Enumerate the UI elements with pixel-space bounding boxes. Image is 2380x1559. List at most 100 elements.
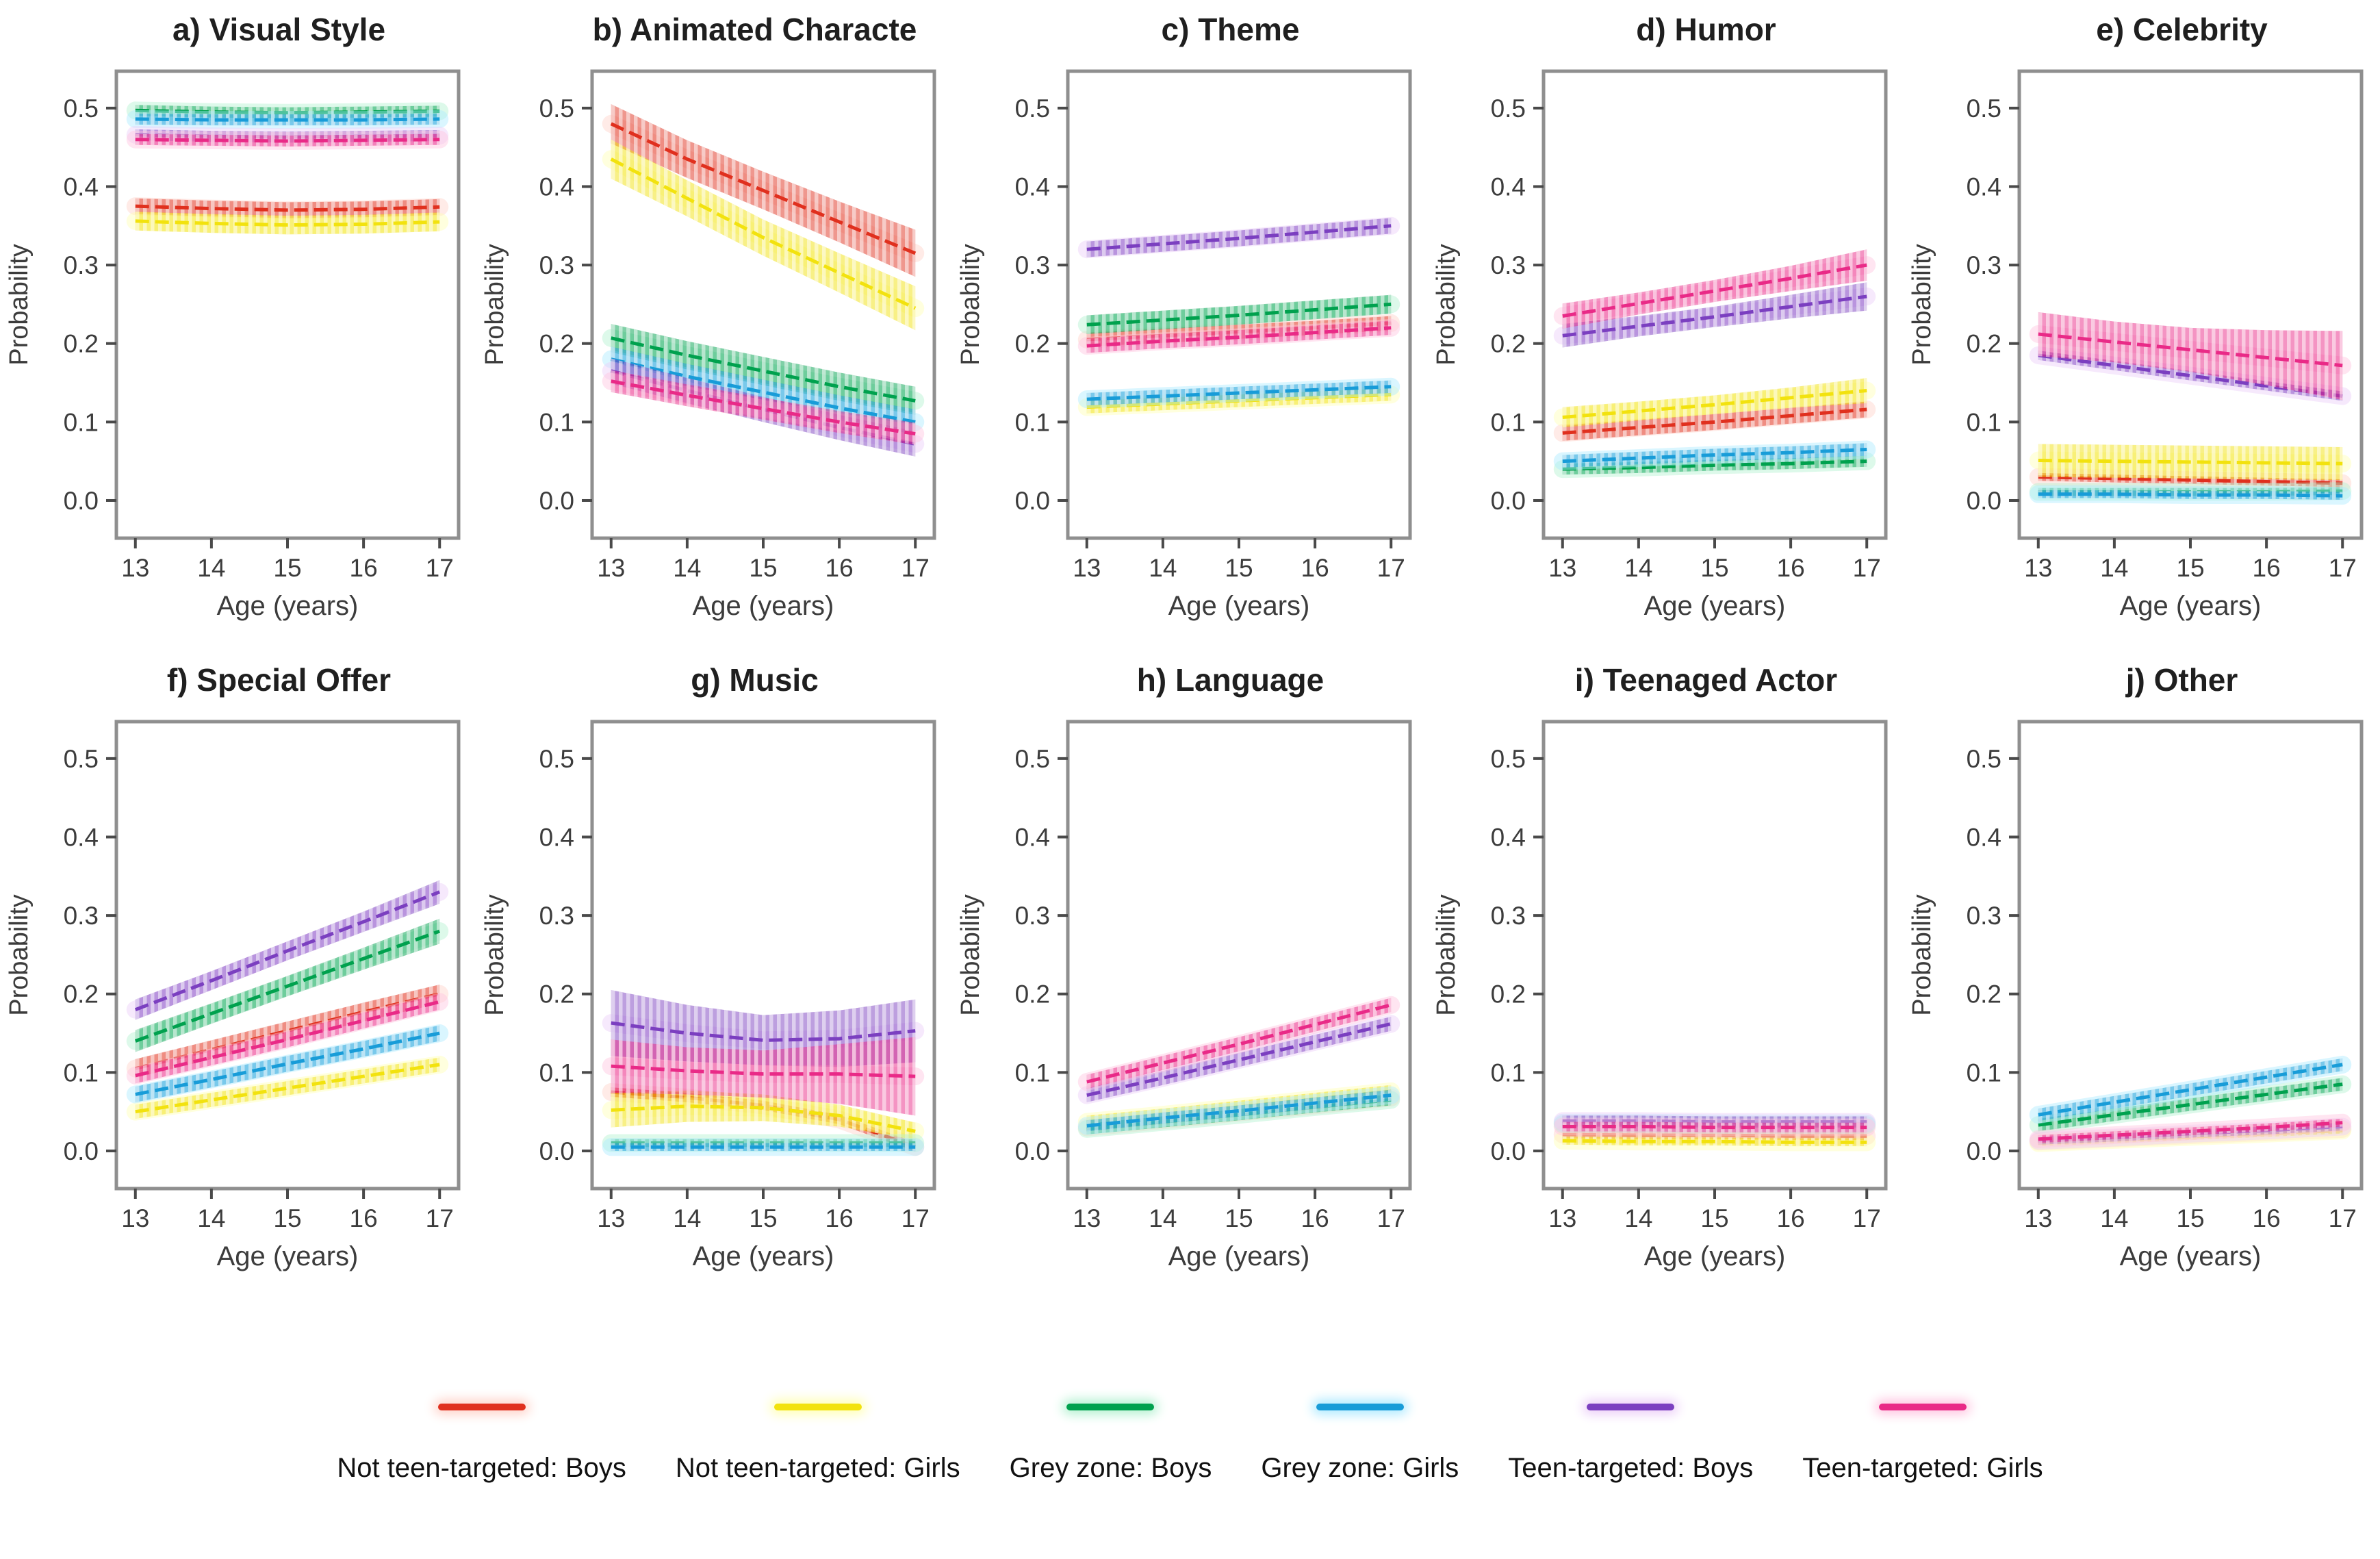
panel-plot: 0.0 0.1 0.2 0.3 0.4 0.5 13 14 15 16 17 Probability A… bbox=[1908, 720, 2364, 1271]
y-tick-label: 0.3 bbox=[539, 251, 574, 279]
series-layer bbox=[1553, 249, 1876, 479]
series-band-hatch-nt_girls bbox=[135, 1057, 440, 1119]
series-layer bbox=[2029, 312, 2352, 505]
x-tick-label: 16 bbox=[2253, 554, 2281, 582]
series-line-gz_boys bbox=[135, 108, 440, 115]
x-tick-label: 17 bbox=[901, 1204, 930, 1232]
y-tick-label: 0.5 bbox=[539, 94, 574, 123]
series-line-nt_girls bbox=[2038, 459, 2343, 466]
y-axis-label: Probability bbox=[956, 244, 985, 365]
x-tick-label: 17 bbox=[426, 1204, 454, 1232]
series-line-gz_girls bbox=[611, 357, 916, 424]
series-line-tt_girls bbox=[2038, 1121, 2343, 1141]
series-line-tt_girls bbox=[611, 379, 916, 436]
y-axis-label: Probability bbox=[1908, 244, 1936, 365]
x-tick-label: 14 bbox=[1149, 554, 1177, 582]
series-layer bbox=[126, 880, 449, 1121]
x-tick-label: 14 bbox=[1624, 554, 1652, 582]
series-line-gz_girls bbox=[135, 1031, 440, 1096]
y-tick-label: 0.1 bbox=[1491, 1059, 1526, 1087]
series-band-hatch-nt_girls bbox=[611, 1090, 916, 1140]
y-tick-label: 0.1 bbox=[1967, 408, 2001, 436]
y-tick-label: 0.0 bbox=[64, 1137, 99, 1165]
legend-item-tt_girls: Teen-targeted: Girls bbox=[1802, 1404, 2043, 1484]
y-axis-label: Probability bbox=[5, 894, 34, 1015]
y-tick-label: 0.5 bbox=[1015, 745, 1050, 773]
series-band-hatch-tt_girls bbox=[135, 993, 440, 1084]
y-tick-label: 0.4 bbox=[64, 173, 99, 201]
y-tick-label: 0.0 bbox=[1015, 487, 1050, 515]
y-tick-label: 0.4 bbox=[1491, 823, 1526, 851]
series-band-hatch-tt_boys bbox=[2038, 351, 2343, 401]
x-tick-label: 15 bbox=[1700, 1204, 1728, 1232]
x-tick-label: 13 bbox=[121, 1204, 149, 1232]
x-axis-label: Age (years) bbox=[1644, 1241, 1786, 1271]
x-tick-label: 16 bbox=[1301, 1204, 1329, 1232]
y-tick-label: 0.4 bbox=[539, 823, 574, 851]
series-layer bbox=[602, 104, 925, 457]
x-tick-label: 16 bbox=[1777, 1204, 1805, 1232]
series-band-hatch-tt_girls bbox=[1086, 998, 1392, 1089]
x-tick-label: 15 bbox=[1225, 554, 1253, 582]
panel: d) Humor 0.0 0.1 0.2 0.3 0.4 0.5 13 14 15 16 17 Prob… bbox=[1427, 0, 1903, 650]
series-line-gz_boys bbox=[1562, 459, 1867, 471]
panel: b) Animated Characte 0.0 0.1 0.2 0.3 0.4 0.5 13… bbox=[476, 0, 951, 650]
y-tick-label: 0.2 bbox=[1015, 330, 1050, 358]
series-line-gz_boys bbox=[611, 336, 916, 403]
x-tick-label: 17 bbox=[1853, 554, 1881, 582]
legend-item-nt_girls: Not teen-targeted: Girls bbox=[676, 1404, 960, 1484]
x-tick-label: 14 bbox=[2100, 1204, 2128, 1232]
series-band-hatch-tt_girls bbox=[611, 370, 916, 445]
x-tick-label: 15 bbox=[2176, 1204, 2204, 1232]
y-tick-label: 0.4 bbox=[1015, 823, 1050, 851]
series-line-tt_boys bbox=[1562, 294, 1867, 338]
y-tick-label: 0.1 bbox=[539, 408, 574, 436]
y-tick-label: 0.0 bbox=[1491, 1137, 1526, 1165]
x-tick-label: 15 bbox=[273, 554, 301, 582]
x-tick-label: 13 bbox=[1073, 1204, 1101, 1232]
x-tick-label: 16 bbox=[350, 1204, 378, 1232]
series-band-hatch-tt_girls bbox=[1562, 249, 1867, 329]
panel-plot: 0.0 0.1 0.2 0.3 0.4 0.5 13 14 15 16 17 Probability A… bbox=[1432, 720, 1888, 1271]
x-tick-label: 17 bbox=[2329, 554, 2357, 582]
legend-item-gz_girls: Grey zone: Girls bbox=[1261, 1404, 1459, 1484]
panel-title: a) Visual Style bbox=[172, 12, 386, 47]
x-axis-label: Age (years) bbox=[693, 1241, 834, 1271]
y-tick-label: 0.1 bbox=[64, 408, 99, 436]
y-tick-label: 0.1 bbox=[64, 1059, 99, 1087]
x-tick-label: 16 bbox=[826, 1204, 854, 1232]
x-tick-label: 17 bbox=[1853, 1204, 1881, 1232]
y-tick-label: 0.5 bbox=[64, 94, 99, 123]
y-tick-label: 0.3 bbox=[1491, 251, 1526, 279]
series-band-hatch-nt_boys bbox=[135, 198, 440, 218]
series-line-nt_boys bbox=[135, 204, 440, 212]
x-tick-label: 14 bbox=[1149, 1204, 1177, 1232]
x-tick-label: 17 bbox=[2329, 1204, 2357, 1232]
series-band-hatch-tt_girls bbox=[2038, 312, 2343, 401]
series-band-hatch-gz_girls bbox=[2038, 1058, 2343, 1121]
y-tick-label: 0.1 bbox=[1015, 1059, 1050, 1087]
legend-item-nt_boys: Not teen-targeted: Boys bbox=[337, 1404, 626, 1484]
series-line-nt_girls bbox=[1562, 1139, 1867, 1144]
series-line-gz_girls bbox=[135, 117, 440, 122]
y-tick-label: 0.4 bbox=[1015, 173, 1050, 201]
series-band-hatch-tt_girls bbox=[611, 1037, 916, 1116]
series-band-hatch-gz_boys bbox=[611, 324, 916, 416]
x-tick-label: 15 bbox=[273, 1204, 301, 1232]
y-tick-label: 0.1 bbox=[539, 1059, 574, 1087]
y-axis-label: Probability bbox=[1432, 894, 1461, 1015]
panel-plot: 0.0 0.1 0.2 0.3 0.4 0.5 13 14 15 16 17 Probability A… bbox=[5, 720, 461, 1271]
y-tick-label: 0.1 bbox=[1491, 408, 1526, 436]
panel-title: e) Celebrity bbox=[2096, 12, 2268, 47]
y-tick-label: 0.5 bbox=[1967, 94, 2001, 123]
series-layer bbox=[602, 990, 925, 1156]
panel-plot: 0.0 0.1 0.2 0.3 0.4 0.5 13 14 15 16 17 Probability A… bbox=[5, 69, 461, 621]
y-tick-label: 0.2 bbox=[1015, 980, 1050, 1009]
y-tick-label: 0.1 bbox=[1015, 408, 1050, 436]
x-tick-label: 13 bbox=[1548, 554, 1576, 582]
y-tick-label: 0.3 bbox=[1015, 902, 1050, 930]
y-tick-label: 0.0 bbox=[1015, 1137, 1050, 1165]
y-axis-label: Probability bbox=[1908, 894, 1936, 1015]
y-tick-label: 0.2 bbox=[64, 330, 99, 358]
